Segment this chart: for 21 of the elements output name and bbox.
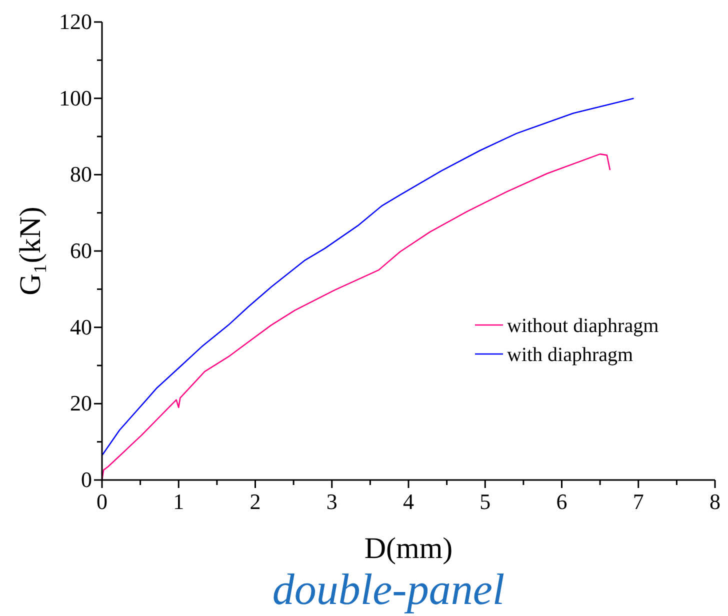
x-tick-label: 7 [632, 488, 644, 514]
legend-label: without diaphragm [507, 315, 660, 337]
x-tick-label: 0 [96, 488, 108, 514]
x-tick-label: 6 [556, 488, 568, 514]
x-tick-label: 8 [710, 488, 720, 514]
text: double-panel [272, 565, 505, 614]
x-tick-label: 2 [250, 488, 261, 514]
y-tick-label: 120 [59, 9, 92, 34]
x-tick-label: 5 [480, 488, 491, 514]
legend-label: with diaphragm [507, 344, 634, 366]
x-tick-label: 4 [403, 488, 414, 514]
y-tick-label: 100 [59, 85, 92, 110]
x-tick-label: 3 [326, 488, 338, 514]
y-tick-label: 80 [70, 162, 92, 187]
x-tick-label: 1 [173, 488, 184, 514]
y-tick-label: 0 [81, 467, 92, 492]
y-axis-title: G₁(kN) [14, 206, 47, 296]
x-axis-title: D(mm) [364, 532, 453, 565]
y-tick-label: 40 [70, 314, 92, 340]
y-tick-label: 60 [70, 238, 92, 264]
y-tick-label: 20 [70, 390, 92, 416]
